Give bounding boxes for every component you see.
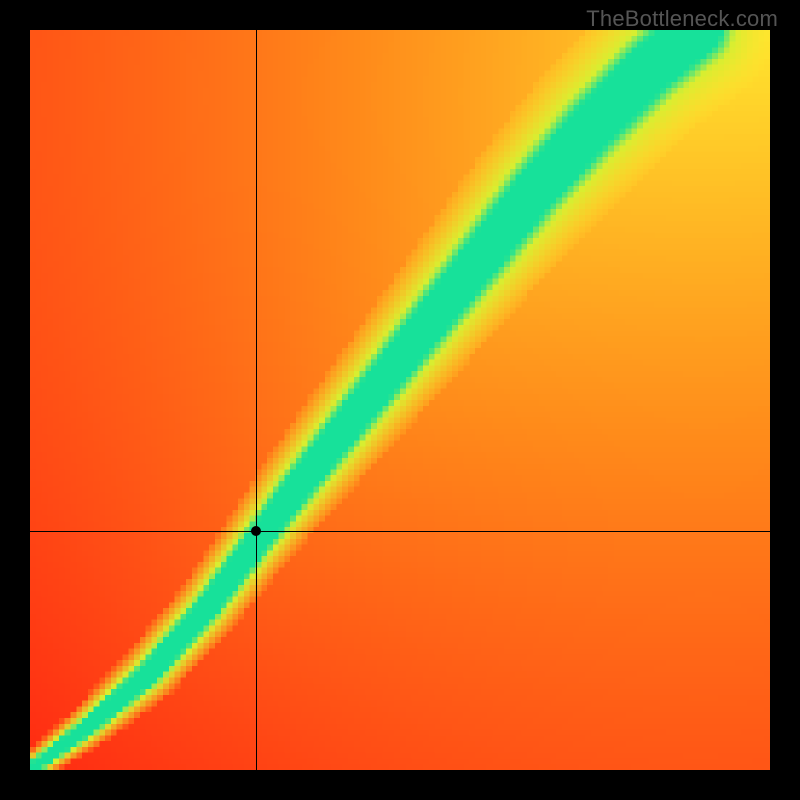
- plot-area: [30, 30, 770, 770]
- heatmap-canvas: [30, 30, 770, 770]
- chart-container: TheBottleneck.com: [0, 0, 800, 800]
- watermark-text: TheBottleneck.com: [586, 6, 778, 32]
- crosshair-vertical: [256, 30, 257, 770]
- crosshair-marker: [251, 526, 261, 536]
- crosshair-horizontal: [30, 531, 770, 532]
